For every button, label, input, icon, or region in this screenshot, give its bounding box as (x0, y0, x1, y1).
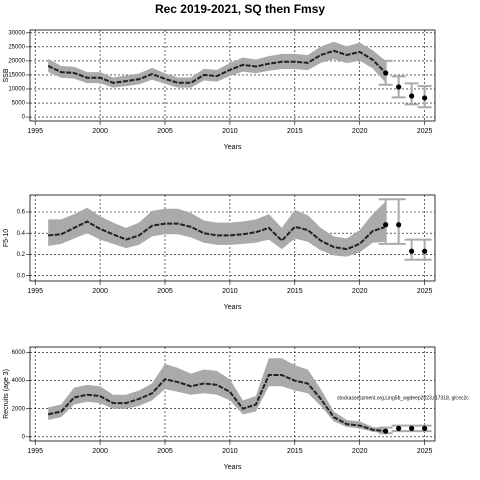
error-bar (378, 198, 393, 245)
projection-point (383, 428, 389, 434)
x-axis-label: Years (224, 304, 242, 311)
y-tick-label: 4000 (12, 378, 26, 384)
y-tick-label: 0.4 (17, 231, 26, 237)
y-axis-label: Recruits (age 3) (3, 369, 10, 419)
y-tick-label: 25000 (8, 44, 25, 50)
x-tick-label: 2020 (352, 128, 368, 135)
y-tick-label: 0 (22, 434, 26, 440)
x-tick-label: 2025 (417, 448, 433, 455)
x-tick-label: 1995 (27, 288, 43, 295)
confidence-band (48, 358, 386, 434)
projection-point (422, 425, 428, 431)
x-tick-label: 2015 (287, 288, 303, 295)
y-tick-label: 15000 (8, 73, 25, 79)
y-tick-label: 5000 (12, 101, 26, 107)
y-tick-label: 30000 (8, 30, 25, 36)
projection-point (383, 70, 389, 76)
x-tick-label: 1995 (27, 128, 43, 135)
projection-point (409, 248, 415, 254)
error-bar (391, 198, 406, 245)
projection-point (396, 84, 402, 90)
plot-frame (29, 29, 436, 122)
projection-point (409, 425, 415, 431)
x-axis-label: Years (224, 464, 242, 471)
x-tick-label: 2015 (287, 448, 303, 455)
estimate-line (48, 220, 386, 251)
x-tick-label: 2005 (157, 128, 173, 135)
y-tick-label: 0.2 (17, 252, 26, 258)
annotation: stockassessment.org,Ling5b_wgdeep2023,r1… (337, 395, 469, 401)
plot-frame (29, 346, 436, 442)
x-tick-label: 2010 (222, 448, 238, 455)
projection-point (422, 248, 428, 254)
y-tick-label: 6000 (12, 350, 26, 356)
y-tick-label: 10000 (8, 87, 25, 93)
x-tick-label: 2025 (417, 128, 433, 135)
projection-point (383, 222, 389, 228)
x-tick-label: 2010 (222, 288, 238, 295)
y-axis-label: F5-10 (3, 229, 10, 247)
plot-frame (29, 194, 436, 282)
x-tick-label: 2010 (222, 128, 238, 135)
projection-point (422, 95, 428, 101)
projection-point (409, 93, 415, 99)
x-tick-label: 1995 (27, 448, 43, 455)
x-tick-label: 2005 (157, 288, 173, 295)
estimate-line (47, 49, 387, 84)
y-tick-label: 0.0 (17, 273, 26, 279)
x-tick-label: 2015 (287, 128, 303, 135)
x-tick-label: 2020 (352, 448, 368, 455)
x-tick-label: 2000 (92, 128, 108, 135)
projection-point (396, 222, 402, 228)
figure-title: Rec 2019-2021, SQ then Fmsy (155, 2, 325, 16)
y-tick-label: 20000 (8, 58, 25, 64)
x-axis-label: Years (224, 144, 242, 151)
confidence-band (48, 201, 386, 257)
x-tick-label: 2005 (157, 448, 173, 455)
confidence-band (48, 41, 386, 88)
x-tick-label: 2020 (352, 288, 368, 295)
x-tick-label: 2025 (417, 288, 433, 295)
y-tick-label: 0 (22, 115, 26, 121)
x-tick-label: 2000 (92, 448, 108, 455)
y-tick-label: 2000 (12, 406, 26, 412)
y-axis-label: SSB (3, 68, 10, 82)
projection-point (396, 425, 402, 431)
x-tick-label: 2000 (92, 288, 108, 295)
estimate-line (47, 374, 386, 433)
y-tick-label: 0.6 (17, 210, 26, 216)
